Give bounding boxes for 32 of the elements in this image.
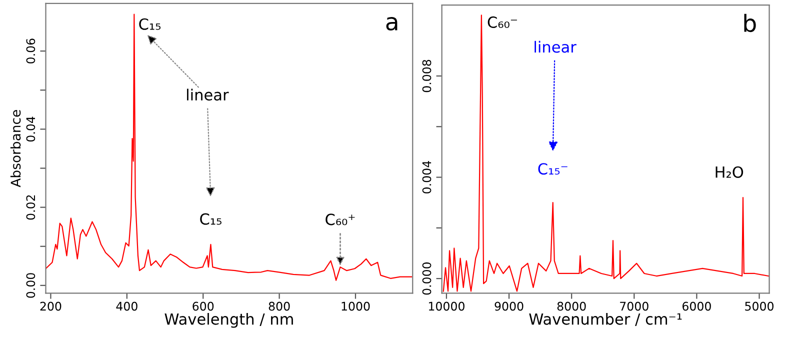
x-tick-label: 9000 (494, 302, 524, 311)
x-tick-label: 10000 (428, 302, 464, 311)
annotation: linear (534, 40, 576, 53)
y-tick-label: 0.00 (26, 273, 36, 298)
y-tick-label: 0.008 (422, 60, 432, 92)
annotation: H₂O (716, 166, 744, 178)
annotation: C₆₀⁻ (488, 16, 517, 28)
annotation: linear (187, 88, 229, 101)
x-tick-label: 800 (268, 302, 290, 311)
line-series (46, 14, 412, 281)
y-tick-label: 0.02 (26, 195, 36, 220)
x-tick-label: 600 (192, 302, 214, 311)
x-tick-label: 6000 (682, 302, 711, 311)
x-axis-title: Wavelength / nm (164, 312, 293, 328)
x-tick-label: 1000 (342, 302, 370, 311)
x-tick-label: 200 (40, 302, 62, 311)
x-tick-label: 400 (116, 302, 138, 311)
annotation: C₁₅⁻ (538, 163, 568, 175)
x-tick-label: 8000 (557, 302, 586, 311)
annotation: a (386, 16, 398, 31)
y-tick-label: 0.04 (26, 116, 36, 142)
x-tick-label: 5000 (745, 302, 774, 311)
annotation: C₁₅ (139, 18, 160, 30)
y-axis-title: Absorbance (10, 110, 21, 188)
annotation: C₆₀⁺ (326, 214, 355, 226)
annotation: b (744, 14, 756, 32)
x-tick-label: 7000 (620, 302, 648, 311)
y-tick-label: 0.06 (26, 38, 36, 64)
annotation: C₁₅ (200, 213, 222, 225)
x-axis-title: Wavenumber / cm⁻¹ (529, 312, 682, 326)
y-tick-label: 0.004 (422, 161, 432, 194)
y-tick-label: 0.000 (422, 262, 432, 295)
